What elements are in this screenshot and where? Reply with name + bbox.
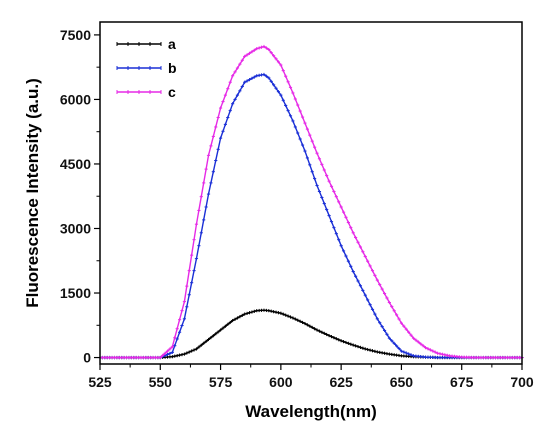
y-tick-label: 7500 <box>60 27 91 43</box>
series-line-b <box>100 73 522 359</box>
x-tick-label: 525 <box>88 374 112 390</box>
x-tick-label: 625 <box>329 374 353 390</box>
series-a <box>98 308 524 360</box>
legend-label: c <box>168 84 176 100</box>
tick-layer: 525 550 575 600 625 650 675 700 0 1500 3000 4500 600… <box>60 27 534 390</box>
x-tick-label: 550 <box>149 374 173 390</box>
y-tick-label: 1500 <box>60 285 91 301</box>
y-tick-label: 4500 <box>60 156 91 172</box>
series-b <box>98 72 524 360</box>
x-tick-label: 600 <box>269 374 293 390</box>
y-tick-label: 3000 <box>60 220 91 236</box>
legend-label: b <box>168 60 177 76</box>
legend-label: a <box>168 36 176 52</box>
x-axis-title: Wavelength(nm) <box>245 402 377 421</box>
x-tick-label: 700 <box>510 374 534 390</box>
y-tick-label: 6000 <box>60 91 91 107</box>
x-tick-label: 675 <box>450 374 474 390</box>
series-line-a <box>100 309 522 359</box>
plot-frame <box>99 21 523 365</box>
y-axis-title: Fluorescence Intensity (a.u.) <box>23 78 42 308</box>
x-tick-label: 650 <box>390 374 414 390</box>
series-line-c <box>100 45 522 359</box>
x-tick-label: 575 <box>209 374 233 390</box>
legend: abc <box>116 36 177 100</box>
series-c <box>98 44 524 360</box>
legend-item-a: a <box>116 36 176 52</box>
series-layer <box>98 44 524 360</box>
legend-item-c: c <box>116 84 176 100</box>
y-tick-label: 0 <box>83 350 91 366</box>
legend-item-b: b <box>116 60 177 76</box>
